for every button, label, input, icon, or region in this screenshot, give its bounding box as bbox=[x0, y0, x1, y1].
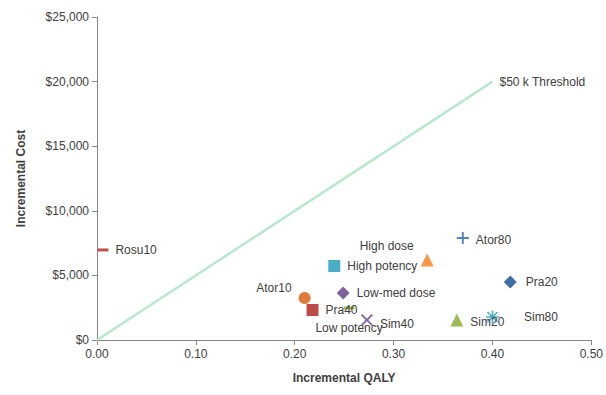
svg-text:$50 k Threshold: $50 k Threshold bbox=[499, 75, 585, 89]
svg-text:$15,000: $15,000 bbox=[46, 139, 90, 153]
svg-text:Ator80: Ator80 bbox=[476, 233, 512, 247]
svg-text:$25,000: $25,000 bbox=[46, 10, 90, 24]
svg-text:0.00: 0.00 bbox=[85, 347, 109, 361]
svg-text:0.20: 0.20 bbox=[283, 347, 307, 361]
svg-text:Rosu10: Rosu10 bbox=[115, 243, 157, 257]
svg-text:Sim40: Sim40 bbox=[380, 317, 414, 331]
svg-text:Incremental Cost: Incremental Cost bbox=[14, 130, 28, 227]
svg-text:Sim80: Sim80 bbox=[524, 310, 558, 324]
svg-text:0.50: 0.50 bbox=[580, 347, 604, 361]
svg-text:0.30: 0.30 bbox=[382, 347, 406, 361]
svg-text:Ator10: Ator10 bbox=[256, 281, 292, 295]
svg-text:$10,000: $10,000 bbox=[46, 204, 90, 218]
svg-text:High potency: High potency bbox=[347, 259, 417, 273]
svg-text:Low-med dose: Low-med dose bbox=[357, 286, 436, 300]
svg-text:$5,000: $5,000 bbox=[52, 268, 89, 282]
svg-text:Sim20: Sim20 bbox=[470, 315, 504, 329]
svg-text:Incremental QALY: Incremental QALY bbox=[293, 371, 396, 385]
svg-text:High dose: High dose bbox=[360, 239, 414, 253]
svg-text:$0: $0 bbox=[76, 333, 90, 347]
svg-text:Pra20: Pra20 bbox=[526, 275, 558, 289]
svg-text:Pra40: Pra40 bbox=[326, 303, 358, 317]
svg-text:0.10: 0.10 bbox=[184, 347, 208, 361]
svg-text:0.40: 0.40 bbox=[481, 347, 505, 361]
svg-text:Low potency: Low potency bbox=[315, 321, 382, 335]
svg-text:$20,000: $20,000 bbox=[46, 75, 90, 89]
